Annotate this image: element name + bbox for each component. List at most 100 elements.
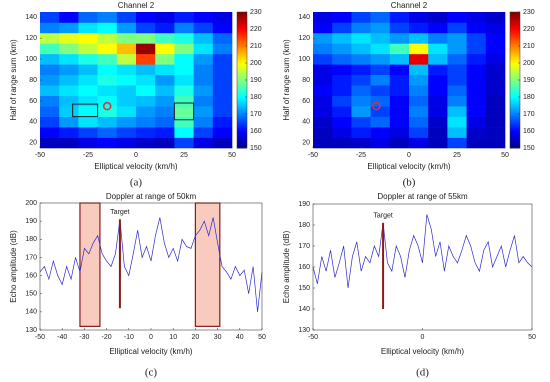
- panel: Doppler at range of 55km Elliptical veloc…: [282, 192, 536, 378]
- heat-cell: [136, 85, 156, 96]
- heat-cell: [136, 43, 156, 55]
- heat-cell: [212, 116, 233, 128]
- y-tick-label: 190: [298, 201, 310, 208]
- heat-cell: [136, 12, 156, 23]
- heat-cell: [97, 43, 118, 55]
- region-box: [72, 103, 99, 118]
- panel: Channel 2 Elliptical velocity (km/h) Half …: [282, 1, 535, 188]
- heat-cell: [97, 116, 118, 128]
- heat-cell: [313, 137, 333, 149]
- heat-cell: [428, 12, 448, 23]
- heat-cell: [174, 127, 194, 138]
- heat-cell: [59, 12, 79, 23]
- heat-cell: [409, 64, 429, 76]
- heat-cell: [193, 74, 214, 86]
- heat-cell: [409, 74, 429, 86]
- heat-cell: [59, 85, 79, 96]
- x-tick-label: 30: [214, 334, 222, 341]
- colorbar-step: [510, 88, 520, 91]
- heat-cell: [351, 127, 371, 138]
- heat-cell: [313, 74, 333, 86]
- heat-cell: [116, 53, 137, 65]
- colorbar-step: [510, 115, 520, 118]
- heat-cell: [136, 53, 156, 65]
- colorbar-step: [237, 102, 247, 105]
- heat-cell: [351, 95, 371, 107]
- colorbar-step: [237, 129, 247, 132]
- colorbar-step: [237, 57, 247, 61]
- heat-cell: [389, 12, 410, 23]
- colorbar-step: [510, 64, 520, 67]
- heat-cell: [466, 32, 487, 44]
- heat-cell: [466, 43, 487, 55]
- colorbar-step: [237, 103, 247, 106]
- heat-cell: [351, 74, 371, 86]
- heat-cell: [155, 64, 175, 76]
- heat-cell: [332, 64, 352, 76]
- colorbar-step: [510, 98, 520, 101]
- colorbar-step: [237, 119, 247, 122]
- x-tick-label: -40: [57, 334, 67, 341]
- heat-cell: [409, 106, 429, 117]
- heat-cell: [485, 22, 506, 34]
- colorbar-step: [237, 34, 247, 37]
- heat-cell: [485, 95, 506, 107]
- colorbar-step: [237, 68, 247, 71]
- heat-cell: [174, 95, 194, 107]
- heat-cell: [155, 32, 175, 44]
- heat-cell: [174, 53, 194, 65]
- y-tick-label: 130: [25, 327, 37, 334]
- y-tick-label: 190: [25, 218, 37, 225]
- heat-cell: [78, 53, 98, 65]
- colorbar-step: [237, 93, 247, 96]
- heat-cell: [59, 53, 79, 65]
- x-tick-label: -30: [79, 334, 89, 341]
- heat-cell: [351, 12, 371, 23]
- heat-cell: [389, 74, 410, 86]
- heat-cell: [428, 116, 448, 128]
- colorbar-step: [237, 54, 247, 57]
- colorbar-tick-label: 170: [250, 111, 262, 118]
- heat-cell: [59, 32, 79, 44]
- colorbar-step: [510, 22, 520, 25]
- heat-cell: [174, 64, 194, 76]
- heat-cell: [174, 22, 194, 34]
- heat-cell: [155, 74, 175, 86]
- heat-cell: [155, 116, 175, 128]
- colorbar-step: [510, 51, 520, 54]
- heat-cell: [447, 12, 467, 23]
- heat-cell: [485, 74, 506, 86]
- colorbar-step: [510, 124, 520, 127]
- heat-cell: [389, 53, 410, 65]
- heat-cell: [351, 64, 371, 76]
- heat-cell: [212, 12, 233, 23]
- x-tick-label: 0: [149, 334, 153, 341]
- colorbar-step: [510, 110, 520, 113]
- heat-cell: [136, 137, 156, 149]
- heat-cell: [370, 64, 391, 76]
- colorbar-step: [237, 18, 247, 21]
- heat-cell: [116, 127, 137, 138]
- colorbar-step: [237, 17, 247, 20]
- heat-cell: [97, 85, 118, 96]
- x-tick-label: 25: [180, 152, 188, 159]
- heat-cell: [116, 12, 137, 23]
- heat-cell: [40, 106, 60, 117]
- heat-cell: [174, 137, 194, 149]
- heat-cell: [40, 32, 60, 44]
- heat-cell: [78, 127, 98, 138]
- colorbar-step: [510, 52, 520, 55]
- colorbar-step: [510, 80, 520, 83]
- target-label: Target: [373, 213, 393, 220]
- panel: Channel 2 Elliptical velocity (km/h) Half …: [9, 1, 262, 188]
- chart-title: Doppler at range of 50km: [106, 192, 197, 201]
- colorbar-tick-label: 220: [250, 26, 262, 33]
- colorbar-step: [510, 25, 520, 28]
- x-tick-label: 0: [421, 334, 425, 341]
- heat-cell: [332, 85, 352, 96]
- heat-cell: [193, 12, 214, 23]
- heat-cell: [313, 127, 333, 138]
- x-tick-label: -25: [356, 152, 366, 159]
- heat-cell: [193, 43, 214, 55]
- colorbar-step: [237, 59, 247, 62]
